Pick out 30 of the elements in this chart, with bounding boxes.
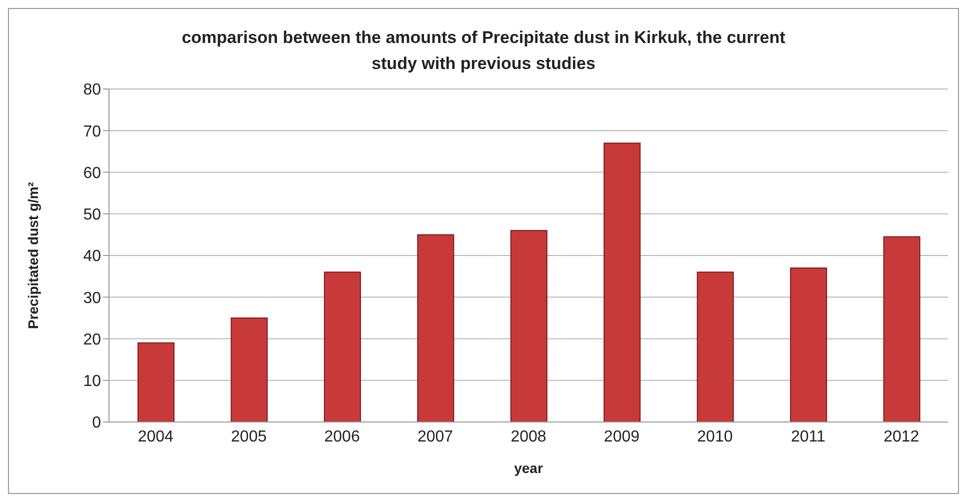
x-axis-title: year	[514, 460, 544, 476]
y-tick-label: 50	[83, 206, 102, 224]
y-tick-label: 40	[83, 248, 102, 266]
bar	[324, 272, 361, 422]
x-tick-label: 2008	[510, 428, 546, 446]
y-tick-label: 60	[83, 164, 102, 182]
y-tick-label: 0	[92, 414, 102, 432]
y-tick-label: 30	[83, 290, 102, 307]
y-tick-label: 70	[83, 123, 102, 140]
x-tick-label: 2004	[138, 428, 174, 446]
bar	[696, 272, 734, 422]
y-tick-label: 20	[83, 331, 102, 348]
x-tick-label: 2012	[884, 428, 920, 446]
x-tick-label: 2009	[604, 428, 640, 446]
y-tick-label: 10	[83, 373, 102, 390]
x-tick-label: 2007	[417, 428, 454, 446]
bar	[230, 317, 268, 422]
x-tick-label: 2005	[231, 428, 267, 446]
bar	[417, 234, 454, 422]
y-tick-label: 80	[83, 82, 102, 99]
x-tick-label: 2006	[324, 428, 360, 446]
bar	[790, 267, 828, 422]
chart-title: comparison between the amounts of Precipitate dust in Kirkuk, the current study with previous studies	[180, 27, 786, 75]
y-axis-title: Precipitated dust g/m²	[24, 182, 41, 330]
x-tick-label: 2010	[697, 428, 733, 446]
bar	[138, 342, 174, 422]
bar	[510, 230, 548, 422]
bar	[883, 236, 920, 422]
bar	[604, 142, 641, 422]
x-tick-label: 2011	[790, 428, 826, 446]
